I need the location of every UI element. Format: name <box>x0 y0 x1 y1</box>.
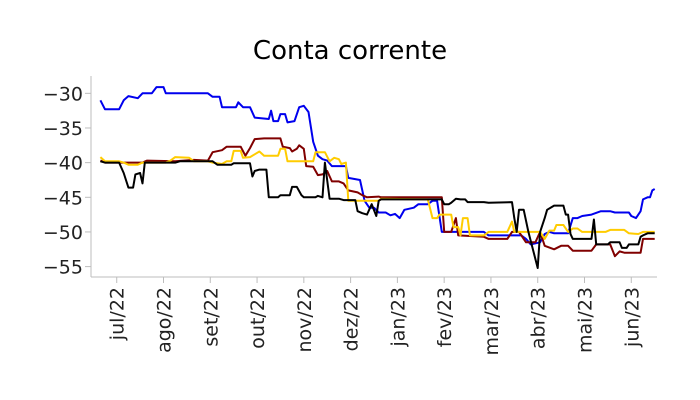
y-axis: −30 −35 −40 −45 −50 −55 <box>43 83 91 279</box>
x-tick-label: set/22 <box>200 287 222 347</box>
y-tick-label: −35 <box>43 118 83 140</box>
y-tick-label: −55 <box>43 257 83 279</box>
y-tick-label: −40 <box>43 153 83 175</box>
chart-title: Conta corrente <box>253 36 447 66</box>
x-tick-label: mar/23 <box>481 287 503 356</box>
x-tick-label: jun/23 <box>621 287 643 348</box>
x-tick-label: jul/22 <box>107 287 129 341</box>
y-tick-label: −30 <box>43 83 83 105</box>
x-tick-label: jan/23 <box>387 287 409 348</box>
axis-frame <box>90 76 657 278</box>
x-tick-label: abr/23 <box>528 287 550 349</box>
series-line-2 <box>100 137 655 258</box>
x-tick-label: out/22 <box>247 287 269 349</box>
y-tick-label: −45 <box>43 187 83 209</box>
x-tick-label: fev/23 <box>434 287 456 347</box>
series-line-1 <box>99 86 656 246</box>
y-tick-label: −50 <box>43 222 83 244</box>
series-lines <box>99 86 656 269</box>
series-line-4 <box>100 160 655 269</box>
x-tick-label: ago/22 <box>154 287 176 353</box>
x-tick-label: mai/23 <box>574 287 596 353</box>
x-tick-label: dez/22 <box>341 287 363 351</box>
x-axis: jul/22 ago/22 set/22 out/22 nov/22 dez/22 jan/… <box>107 277 643 356</box>
x-tick-label: nov/22 <box>294 287 316 353</box>
